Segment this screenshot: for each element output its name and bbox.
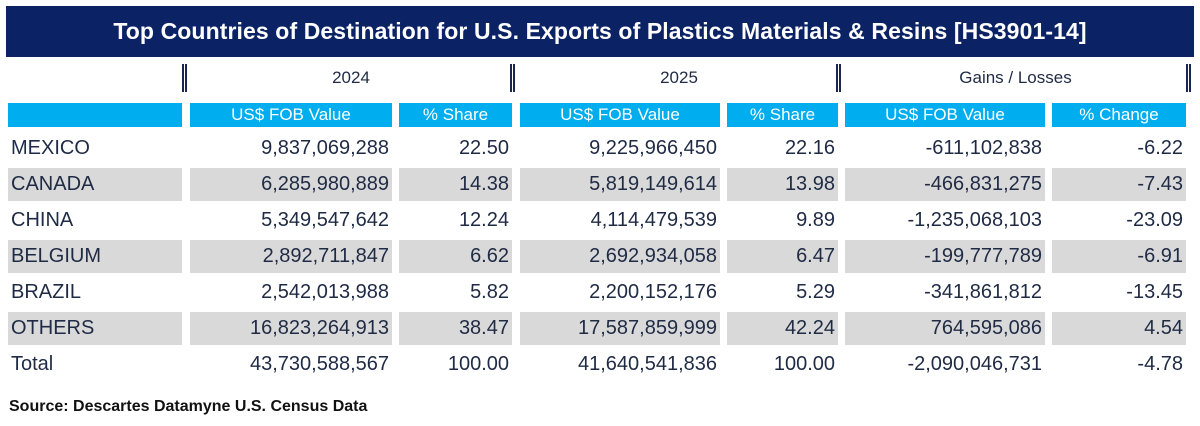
row-label: CANADA (8, 168, 182, 201)
group-header-gains-losses: Gains / Losses (959, 68, 1072, 87)
table-cell: 100.00 (447, 353, 509, 375)
table-cell: -1,235,068,103 (907, 209, 1042, 231)
table-cell: -23.09 (1126, 209, 1183, 231)
table-cell: 22.16 (784, 137, 835, 159)
table-cell: 12.24 (458, 209, 509, 231)
column-header: % Share (727, 103, 838, 127)
row-label: BELGIUM (8, 240, 182, 273)
group-header-2025: 2025 (660, 68, 698, 87)
table-cell: 6.47 (727, 240, 838, 273)
column-header: % Share (399, 103, 512, 127)
table-cell: 5,819,149,614 (520, 168, 720, 201)
group-separator (510, 64, 515, 92)
group-separator (1186, 64, 1191, 92)
table-cell: 4,114,479,539 (590, 209, 717, 231)
source-note: Source: Descartes Datamyne U.S. Census D… (9, 398, 368, 415)
column-header: % Change (1052, 103, 1186, 127)
table-cell: -466,831,275 (845, 168, 1045, 201)
table-cell: -199,777,789 (845, 240, 1045, 273)
group-separator (182, 64, 187, 92)
row-label: MEXICO (11, 137, 90, 159)
table-cell: 5,349,547,642 (261, 209, 389, 231)
table-cell: 9,837,069,288 (261, 137, 389, 159)
table-title: Top Countries of Destination for U.S. Ex… (6, 6, 1194, 57)
header-country (8, 103, 182, 127)
table-cell: 41,640,541,836 (577, 353, 717, 375)
table-cell: 5.82 (470, 281, 509, 303)
table-cell: 2,892,711,847 (190, 240, 392, 273)
table-cell: -6.91 (1052, 240, 1186, 273)
table-cell: -341,861,812 (924, 281, 1042, 303)
table-cell: 38.47 (399, 312, 512, 345)
table-cell: 16,823,264,913 (190, 312, 392, 345)
group-separator (836, 64, 841, 92)
table-cell: 17,587,859,999 (520, 312, 720, 345)
table-cell: 42.24 (727, 312, 838, 345)
row-label: BRAZIL (11, 281, 82, 303)
table-cell: 5.29 (796, 281, 835, 303)
table-cell: 764,595,086 (845, 312, 1045, 345)
table-cell: -13.45 (1126, 281, 1183, 303)
table-cell: -2,090,046,731 (907, 353, 1042, 375)
table-cell: 9.89 (796, 209, 835, 231)
column-header: US$ FOB Value (520, 103, 720, 127)
table-cell: 6,285,980,889 (190, 168, 392, 201)
table-cell: -7.43 (1052, 168, 1186, 201)
table-cell: 2,542,013,988 (261, 281, 389, 303)
group-header-2024: 2024 (332, 68, 370, 87)
table-cell: 43,730,588,567 (249, 353, 389, 375)
table-cell: 9,225,966,450 (589, 137, 717, 159)
row-label: CHINA (11, 209, 74, 231)
column-header: US$ FOB Value (190, 103, 392, 127)
table-cell: 22.50 (458, 137, 509, 159)
table-cell: -4.78 (1137, 353, 1183, 375)
row-label: OTHERS (8, 312, 182, 345)
table-cell: 13.98 (727, 168, 838, 201)
table-cell: 6.62 (399, 240, 512, 273)
row-label: Total (11, 353, 54, 375)
column-header: US$ FOB Value (845, 103, 1045, 127)
table-cell: 100.00 (773, 353, 835, 375)
table-cell: 14.38 (399, 168, 512, 201)
table-cell: -611,102,838 (925, 137, 1042, 159)
table-cell: -6.22 (1137, 137, 1183, 159)
table-cell: 4.54 (1052, 312, 1186, 345)
table-cell: 2,692,934,058 (520, 240, 720, 273)
table-cell: 2,200,152,176 (589, 281, 717, 303)
